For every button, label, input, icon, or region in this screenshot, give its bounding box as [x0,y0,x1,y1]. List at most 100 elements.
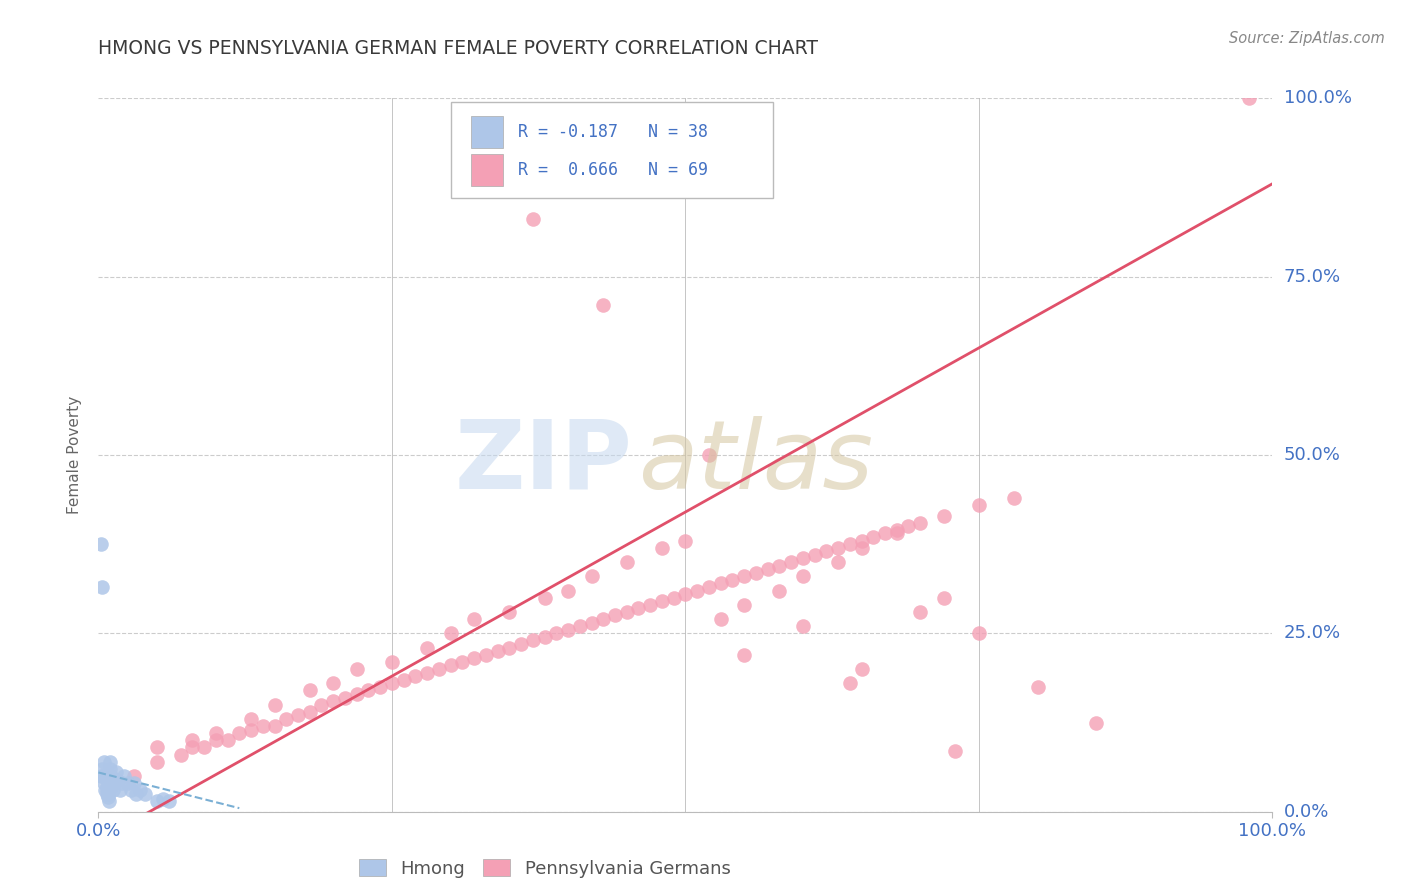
Point [392,673,415,687]
Text: R =  0.666   N = 69: R = 0.666 N = 69 [517,161,707,179]
Point [252,719,274,733]
Point [101,772,124,787]
Point [111,776,134,790]
Point [792,551,814,566]
Point [98,769,121,783]
Point [93,776,115,790]
Point [838,537,860,551]
Point [533,591,555,605]
Point [90,769,112,783]
Point [276,712,298,726]
Point [122,776,145,790]
Point [98,762,121,776]
Point [733,648,755,662]
Point [152,792,174,806]
Point [416,640,439,655]
Text: 25.0%: 25.0% [1284,624,1341,642]
Point [105,765,128,780]
Point [710,576,733,591]
Point [675,533,697,548]
Point [638,598,661,612]
Point [1237,91,1260,105]
Point [932,508,955,523]
Point [108,783,131,797]
Bar [471,153,503,186]
Point [651,594,673,608]
Point [603,608,626,623]
Point [721,573,744,587]
Point [146,755,169,769]
Point [475,648,498,662]
Point [416,665,439,680]
Point [768,558,790,573]
Point [886,523,908,537]
Point [697,448,720,462]
Point [322,694,344,708]
Point [146,794,169,808]
Point [522,212,544,227]
Point [93,755,115,769]
Point [346,687,368,701]
Point [91,762,114,776]
Point [616,605,638,619]
Legend: Hmong, Pennsylvania Germans: Hmong, Pennsylvania Germans [352,852,738,885]
Point [557,623,579,637]
Point [908,516,931,530]
Point [240,712,263,726]
Text: ZIP: ZIP [454,416,633,508]
Point [439,658,461,673]
Point [103,776,125,790]
Point [134,787,156,801]
Point [333,690,356,705]
Point [125,787,148,801]
Point [897,519,920,533]
Point [838,676,860,690]
Point [311,698,333,712]
Point [862,530,884,544]
Point [98,794,121,808]
Point [357,683,380,698]
Point [803,548,825,562]
Point [486,644,509,658]
Point [96,787,118,801]
Point [945,744,967,758]
Point [97,787,120,801]
Point [686,583,709,598]
Point [217,733,239,747]
Point [205,726,228,740]
Point [368,680,391,694]
Point [557,583,579,598]
Point [546,626,568,640]
Point [662,591,685,605]
Point [592,298,614,312]
Text: Source: ZipAtlas.com: Source: ZipAtlas.com [1229,31,1385,46]
Point [91,769,114,783]
Point [105,772,128,787]
Point [94,783,117,797]
Point [181,733,204,747]
Point [745,566,768,580]
Bar [471,116,503,148]
Point [1026,680,1049,694]
Point [756,562,779,576]
Text: atlas: atlas [638,416,873,508]
Point [851,662,873,676]
Point [146,740,169,755]
Point [322,676,344,690]
Point [710,612,733,626]
Point [98,755,121,769]
Point [522,633,544,648]
Point [873,526,896,541]
Point [792,619,814,633]
Point [581,615,603,630]
Point [100,769,122,783]
Point [592,612,614,626]
Point [451,655,474,669]
Text: 100.0%: 100.0% [1284,89,1351,107]
Point [100,780,122,794]
Point [205,733,228,747]
Point [1002,491,1025,505]
Point [287,708,309,723]
Point [96,769,118,783]
Point [381,676,404,690]
